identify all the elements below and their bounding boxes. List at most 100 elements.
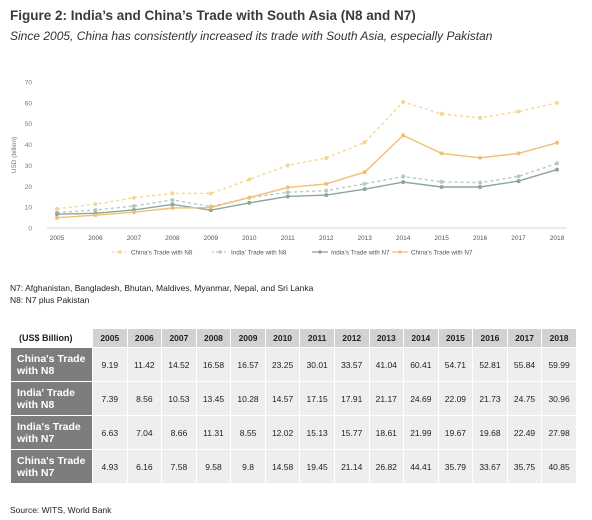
- row-label-line: with N8: [17, 364, 55, 377]
- x-tick-label: 2009: [204, 235, 219, 242]
- data-point: [208, 205, 213, 210]
- data-point: [516, 151, 521, 156]
- chart-notes: N7: Afghanistan, Bangladesh, Bhutan, Mal…: [10, 282, 313, 306]
- table-cell: 16.58: [195, 347, 232, 382]
- table-cell: 7.58: [161, 449, 197, 484]
- data-point: [93, 213, 98, 218]
- row-label: India's Trade with N7: [10, 415, 93, 450]
- data-point: [439, 151, 444, 156]
- data-point: [131, 195, 136, 200]
- data-point: [439, 184, 444, 189]
- legend-label: China's Trade with N7: [411, 249, 473, 256]
- row-label-line: India' Trade: [17, 386, 75, 399]
- data-point: [324, 181, 329, 186]
- data-point: [93, 208, 98, 213]
- data-point: [131, 210, 136, 215]
- legend-label: India' Trade with N8: [231, 249, 287, 256]
- data-point: [324, 155, 329, 160]
- table-cell: 9.8: [230, 449, 266, 484]
- table-cell: 19.67: [437, 415, 474, 450]
- table-cell: 8.56: [126, 381, 163, 416]
- x-tick-label: 2017: [511, 235, 526, 242]
- table-cell: 6.16: [126, 449, 163, 484]
- table-row: China's Trade with N7 4.93 6.16 7.58 9.58 9.8 1…: [10, 449, 577, 484]
- data-point: [401, 133, 406, 138]
- year-header: 2008: [195, 328, 232, 348]
- table-cell: 7.39: [92, 381, 128, 416]
- table-cell: 14.52: [161, 347, 197, 382]
- legend-marker: [218, 250, 222, 254]
- table-cell: 13.45: [195, 381, 232, 416]
- x-tick-label: 2007: [127, 235, 142, 242]
- data-point: [324, 188, 329, 193]
- data-point: [478, 115, 483, 120]
- legend-marker: [398, 250, 402, 254]
- data-point: [247, 200, 252, 205]
- y-tick-label: 40: [25, 142, 33, 149]
- table-row: India's Trade with N7 6.63 7.04 8.66 11.31 8.5…: [10, 415, 577, 450]
- x-tick-label: 2015: [434, 235, 449, 242]
- note-n8: N8: N7 plus Pakistan: [10, 295, 90, 305]
- table-cell: 7.04: [126, 415, 163, 450]
- data-point: [131, 204, 136, 209]
- data-point: [247, 177, 252, 182]
- table-cell: 10.53: [161, 381, 197, 416]
- data-point: [55, 206, 59, 211]
- table-cell: 21.17: [368, 381, 405, 416]
- row-label: China's Trade with N8: [10, 347, 93, 382]
- table-cell: 6.63: [92, 415, 128, 450]
- data-point: [170, 206, 175, 211]
- x-tick-label: 2008: [165, 235, 180, 242]
- table-cell: 52.81: [472, 347, 508, 382]
- year-header: 2005: [92, 328, 128, 348]
- figure-title: Figure 2: India’s and China’s Trade with…: [10, 8, 416, 23]
- year-header: 2015: [437, 328, 474, 348]
- table-cell: 4.93: [92, 449, 128, 484]
- data-point: [439, 111, 444, 116]
- data-point: [555, 167, 559, 172]
- data-point: [401, 180, 406, 185]
- data-point: [401, 100, 406, 105]
- row-label-line: China's Trade: [17, 352, 86, 365]
- table-cell: 24.75: [506, 381, 543, 416]
- data-point: [478, 184, 483, 189]
- row-label-line: India's Trade: [17, 420, 81, 433]
- row-label: India' Trade with N8: [10, 381, 93, 416]
- table-cell: 12.02: [264, 415, 301, 450]
- table-cell: 41.04: [368, 347, 405, 382]
- table-cell: 16.57: [230, 347, 266, 382]
- table-cell: 24.69: [403, 381, 439, 416]
- row-label-line: China's Trade: [17, 454, 86, 467]
- year-header: 2017: [506, 328, 543, 348]
- row-label: China's Trade with N7: [10, 449, 93, 484]
- table-unit-label: (US$ Billion): [10, 328, 93, 348]
- x-tick-label: 2016: [473, 235, 488, 242]
- data-point: [170, 202, 175, 207]
- year-header: 2012: [333, 328, 370, 348]
- table-cell: 9.58: [195, 449, 232, 484]
- source-note: Source: WITS, World Bank: [10, 505, 112, 515]
- x-tick-label: 2012: [319, 235, 334, 242]
- table-cell: 18.61: [368, 415, 405, 450]
- table-cell: 35.79: [437, 449, 474, 484]
- year-header: 2007: [161, 328, 197, 348]
- table-cell: 11.31: [195, 415, 232, 450]
- table-cell: 21.99: [403, 415, 439, 450]
- year-header: 2016: [472, 328, 508, 348]
- x-tick-label: 2018: [550, 235, 565, 242]
- table-cell: 26.82: [368, 449, 405, 484]
- data-point: [285, 163, 290, 168]
- y-tick-label: 0: [28, 226, 32, 233]
- row-label-line: with N8: [17, 398, 55, 411]
- y-tick-label: 50: [25, 121, 33, 128]
- note-n7: N7: Afghanistan, Bangladesh, Bhutan, Mal…: [10, 283, 314, 293]
- y-axis-label: USD (billion): [11, 137, 18, 173]
- data-point: [401, 174, 406, 179]
- series-line: [56, 168, 558, 215]
- data-point: [362, 140, 367, 145]
- table-cell: 22.09: [437, 381, 474, 416]
- table-cell: 30.01: [299, 347, 335, 382]
- data-point: [55, 215, 59, 220]
- table-cell: 15.13: [299, 415, 335, 450]
- row-label-line: with N7: [17, 432, 55, 445]
